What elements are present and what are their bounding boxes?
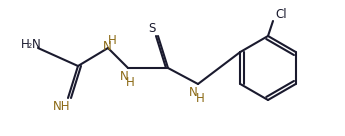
- Text: H: H: [108, 33, 116, 47]
- Text: NH: NH: [53, 100, 71, 112]
- Text: S: S: [148, 22, 156, 35]
- Text: N: N: [189, 86, 197, 98]
- Text: N: N: [120, 69, 128, 83]
- Text: N: N: [102, 41, 111, 53]
- Text: H: H: [21, 38, 29, 50]
- Text: Cl: Cl: [275, 7, 287, 21]
- Text: $_2$: $_2$: [27, 41, 33, 51]
- Text: N: N: [32, 38, 40, 50]
- Text: H: H: [196, 92, 204, 106]
- Text: H: H: [126, 76, 134, 89]
